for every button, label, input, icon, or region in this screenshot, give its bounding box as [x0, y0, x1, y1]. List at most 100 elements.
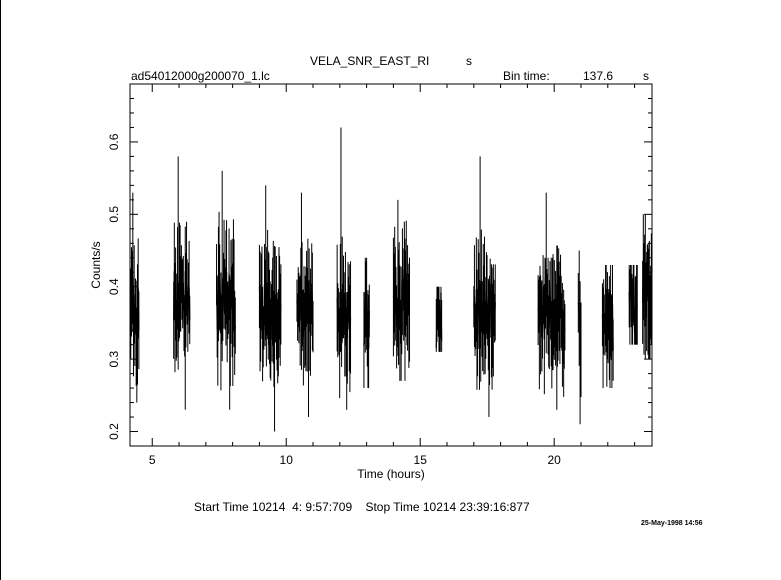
x-tick-labels: 5 10 15 20 [149, 453, 561, 467]
data-point-link [604, 326, 607, 335]
data-point-link [439, 333, 441, 339]
stop-time-label: Stop Time [365, 500, 420, 514]
data-point-link [542, 289, 545, 306]
data-point-link [229, 291, 232, 333]
data-point-link [406, 297, 409, 314]
data-point-link [610, 306, 612, 328]
data-point-link [549, 285, 552, 319]
data-point-link [263, 284, 266, 303]
data-point-link [130, 291, 133, 314]
data-point-link [548, 324, 550, 332]
data-point-link [342, 296, 345, 312]
data-point-link [649, 302, 652, 326]
data-point-link [273, 297, 276, 339]
x-axis-label: Time (hours) [357, 467, 425, 481]
data-point-link [560, 311, 563, 323]
chart-subtitle-filename: ad54012000g200070_1.lc [131, 69, 270, 83]
data-point-link [608, 314, 610, 329]
y-tick-label: 0.2 [107, 423, 121, 440]
data-point-link [435, 307, 438, 349]
y-tick-labels: 0.2 0.3 0.4 0.5 0.6 [107, 133, 121, 440]
data-point-link [492, 320, 494, 326]
data-point-link [130, 287, 133, 292]
data-point-link [485, 292, 488, 298]
bin-time-unit: s [643, 69, 649, 83]
data-point-link [558, 312, 561, 314]
data-point-link [563, 334, 565, 344]
data-point-link [368, 310, 370, 349]
data-point-link [311, 301, 314, 327]
data-point-link [175, 293, 177, 318]
data-point-link [188, 287, 191, 321]
data-point-link [178, 280, 181, 313]
data-point-link [399, 321, 402, 328]
plot-frame [129, 83, 653, 447]
data-point-link [346, 295, 349, 338]
data-point-link [629, 272, 632, 279]
data-point-link [636, 303, 638, 306]
data-point-link [559, 286, 562, 312]
data-point-link [277, 302, 280, 333]
data-point-link [579, 315, 582, 350]
x-tick-label: 15 [414, 453, 428, 467]
data-point-link [561, 322, 564, 335]
data-point-link [221, 309, 224, 314]
data-point-link [578, 310, 581, 316]
chart-title: VELA_SNR_EAST_RI [310, 54, 430, 68]
data-point-link [260, 285, 262, 331]
data-point-link [258, 286, 261, 312]
bin-time-label: Bin time: [503, 69, 550, 83]
data-point-link [602, 316, 605, 344]
data-point-link [437, 291, 440, 309]
bin-time-value: 137.6 [583, 69, 614, 83]
data-point-link [476, 293, 479, 333]
data-point-link [268, 316, 271, 330]
data-point-link [233, 293, 236, 333]
data-point-link [301, 296, 304, 319]
data-point-link [561, 334, 564, 338]
data-point-link [304, 318, 307, 321]
data-point-link [577, 302, 580, 311]
data-point-link [177, 312, 180, 330]
data-point-link [339, 297, 342, 321]
x-tick-label: 20 [548, 453, 562, 467]
data-point-link [485, 292, 488, 318]
data-point-link [232, 275, 235, 294]
x-tick-label: 5 [149, 453, 156, 467]
data-point-link [223, 274, 226, 287]
data-point-link [473, 296, 476, 330]
data-point-link [403, 278, 405, 311]
data-point-link [491, 325, 494, 329]
data-point-link [137, 288, 140, 331]
data-point-link [185, 268, 188, 292]
data-point-link [364, 292, 366, 326]
stop-time-value: 10214 23:39:16:877 [422, 500, 530, 514]
start-time-value: 10214 4: 9:57:709 [252, 500, 353, 514]
data-point-link [632, 278, 635, 288]
data-point-link [558, 289, 560, 314]
data-point-link [234, 325, 236, 334]
data-point-link [220, 313, 223, 320]
data-point-link [261, 292, 264, 335]
start-time-label: Start Time [194, 500, 249, 514]
data-point-link [218, 271, 221, 287]
data-point-link [268, 299, 271, 317]
data-point-link [363, 325, 366, 347]
data-point-link [484, 317, 487, 338]
data-point-link [271, 301, 274, 316]
data-point-link [544, 292, 547, 294]
data-point-link [408, 309, 411, 316]
data-point-link [187, 285, 190, 288]
data-point-link [220, 318, 223, 332]
data-point-link [556, 283, 559, 307]
data-point-link [219, 286, 221, 313]
data-point-link [222, 277, 225, 311]
data-point-link [277, 332, 279, 342]
timestamp-stamp: 25-May-1998 14:56 [641, 520, 703, 527]
data-point-link [646, 270, 649, 300]
data-point-link [396, 322, 398, 327]
data-point-link [226, 310, 229, 322]
data-error-bars [130, 127, 653, 432]
data-point-link [563, 327, 566, 335]
